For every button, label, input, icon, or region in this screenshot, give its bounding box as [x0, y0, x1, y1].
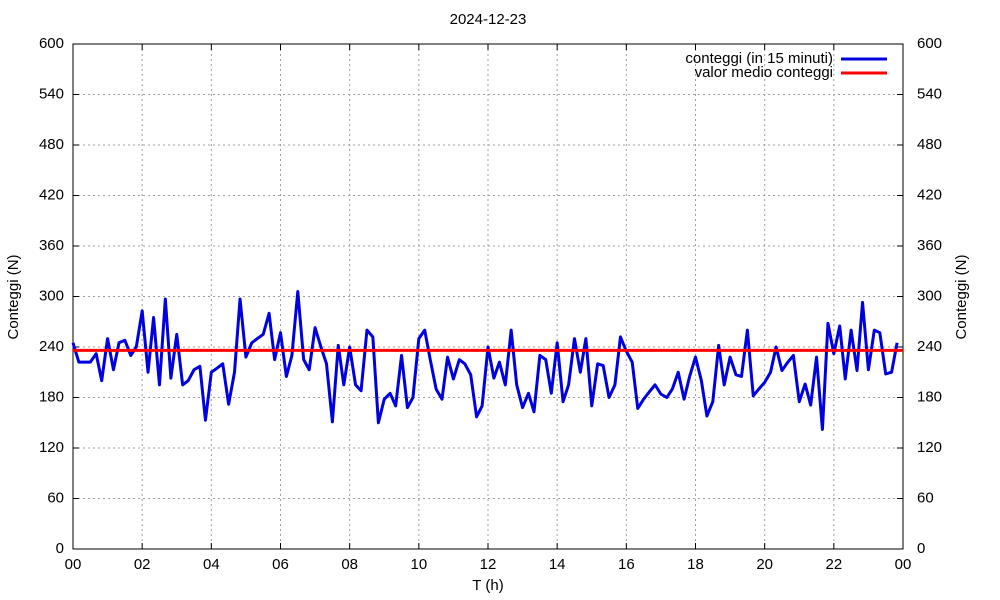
x-tick-label: 16 — [618, 556, 635, 573]
x-tick-label: 22 — [825, 556, 842, 573]
y2-tick-label: 60 — [917, 489, 934, 506]
y2-tick-label: 180 — [917, 388, 942, 405]
y-tick-label: 300 — [39, 287, 64, 304]
y-tick-label: 540 — [39, 85, 64, 102]
y2-axis-label: Conteggi (N) — [953, 254, 970, 339]
y2-tick-label: 540 — [917, 85, 942, 102]
x-tick-label: 04 — [203, 556, 220, 573]
y-tick-label: 180 — [39, 388, 64, 405]
y-tick-label: 360 — [39, 237, 64, 254]
x-tick-label: 00 — [895, 556, 912, 573]
x-tick-label: 12 — [480, 556, 497, 573]
y-tick-label: 480 — [39, 136, 64, 153]
x-tick-label: 02 — [134, 556, 151, 573]
y2-tick-label: 300 — [917, 287, 942, 304]
data-line — [71, 289, 899, 431]
y-tick-label: 420 — [39, 186, 64, 203]
plot-frame — [72, 43, 904, 550]
y2-tick-label: 0 — [917, 540, 925, 557]
legend-label: valor medio conteggi — [695, 64, 833, 81]
y-axis-label: Conteggi (N) — [5, 254, 22, 339]
y2-tick-label: 420 — [917, 186, 942, 203]
y-tick-label: 120 — [39, 439, 64, 456]
y2-tick-label: 480 — [917, 136, 942, 153]
y2-tick-label: 600 — [917, 35, 942, 52]
chart-title: 2024-12-23 — [450, 11, 527, 28]
x-axis-label: T (h) — [472, 577, 503, 594]
x-tick-label: 00 — [65, 556, 82, 573]
legend-label: conteggi (in 15 minuti) — [685, 50, 833, 67]
x-tick-label: 08 — [341, 556, 358, 573]
y-tick-label: 0 — [56, 540, 64, 557]
x-tick-label: 14 — [549, 556, 566, 573]
x-tick-label: 18 — [687, 556, 704, 573]
y2-tick-label: 240 — [917, 338, 942, 355]
x-tick-label: 06 — [272, 556, 289, 573]
y2-tick-label: 360 — [917, 237, 942, 254]
x-tick-label: 20 — [756, 556, 773, 573]
y2-tick-label: 120 — [917, 439, 942, 456]
y-tick-label: 600 — [39, 35, 64, 52]
y-tick-label: 240 — [39, 338, 64, 355]
y-tick-label: 60 — [47, 489, 64, 506]
x-tick-label: 10 — [410, 556, 427, 573]
